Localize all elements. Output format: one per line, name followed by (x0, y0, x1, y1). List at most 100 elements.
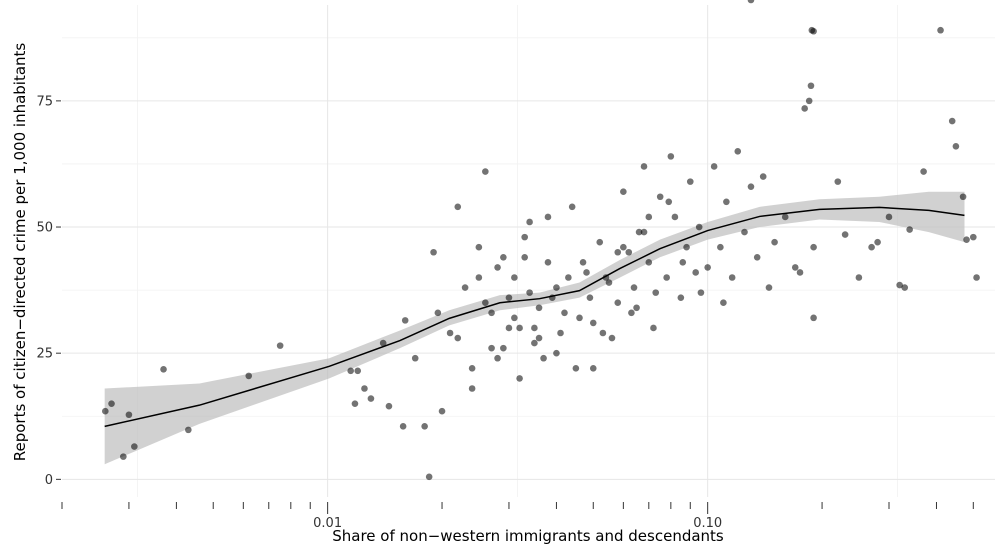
y-tick-label: 25 (36, 347, 53, 362)
point (599, 329, 607, 337)
point (723, 198, 730, 206)
y-tick-label: 75 (36, 94, 53, 109)
point (351, 400, 359, 407)
point (697, 289, 705, 296)
point (720, 299, 727, 307)
point (620, 243, 627, 251)
point (276, 342, 284, 349)
point (633, 304, 640, 312)
point (511, 274, 518, 281)
point (741, 228, 748, 236)
point (834, 178, 842, 185)
point (640, 228, 648, 236)
point (717, 243, 724, 251)
point (500, 254, 507, 261)
y-tick-label: 0 (45, 473, 53, 488)
point (438, 407, 446, 415)
point (807, 82, 815, 90)
point (468, 365, 476, 372)
point (677, 294, 685, 301)
point (461, 284, 469, 291)
point (576, 314, 583, 322)
point (553, 284, 560, 291)
point (421, 423, 428, 430)
point (102, 407, 109, 415)
x-tick-label: 0.10 (693, 516, 722, 531)
x-tick-label: 0.01 (313, 516, 342, 531)
point (728, 274, 736, 281)
point (511, 314, 518, 322)
point (747, 0, 755, 4)
point (568, 203, 576, 211)
point (535, 334, 543, 342)
point (734, 148, 742, 155)
point (679, 259, 687, 266)
point (841, 231, 849, 238)
point (361, 385, 368, 392)
y-tick-label: 50 (36, 221, 53, 236)
point (565, 274, 572, 281)
point (505, 324, 513, 332)
point (625, 248, 633, 256)
point (620, 188, 627, 196)
point (540, 354, 547, 362)
smooth-line (104, 206, 965, 428)
point (245, 372, 253, 380)
point (572, 365, 580, 372)
point (185, 426, 192, 434)
point (874, 238, 881, 246)
point (108, 400, 115, 407)
point (704, 264, 711, 271)
point (896, 281, 903, 289)
point (810, 27, 817, 35)
point (920, 168, 927, 175)
point (544, 259, 552, 266)
point (589, 319, 597, 327)
point (605, 279, 613, 286)
point (810, 243, 817, 251)
point (475, 243, 483, 251)
point (791, 264, 799, 271)
point (645, 259, 653, 266)
point (652, 289, 660, 296)
point (683, 243, 690, 251)
point (796, 269, 804, 276)
point (454, 334, 462, 342)
point (868, 243, 875, 251)
point (494, 354, 501, 362)
point (596, 238, 604, 246)
point (125, 411, 133, 419)
point (385, 402, 393, 410)
point (650, 324, 657, 332)
point (521, 233, 528, 241)
point (468, 385, 476, 392)
point (628, 309, 635, 317)
point (454, 203, 462, 211)
point (526, 218, 533, 226)
point (765, 284, 773, 291)
point (640, 163, 648, 170)
point (516, 324, 523, 332)
point (645, 213, 653, 221)
point (973, 274, 980, 281)
point (635, 228, 643, 236)
point (505, 294, 513, 301)
point (959, 193, 967, 201)
point (810, 314, 817, 322)
point (781, 213, 789, 221)
point (411, 354, 419, 362)
point (937, 26, 944, 34)
point (561, 309, 568, 317)
point (665, 198, 673, 206)
y-axis-title: Reports of citizen−directed crime per 1,… (11, 43, 29, 462)
point (710, 163, 718, 170)
point (759, 173, 767, 180)
point (583, 269, 590, 276)
point (399, 423, 407, 430)
point (671, 213, 679, 221)
point (692, 269, 699, 276)
point (805, 97, 813, 105)
point (855, 274, 863, 281)
point (630, 284, 638, 291)
point (354, 367, 362, 375)
